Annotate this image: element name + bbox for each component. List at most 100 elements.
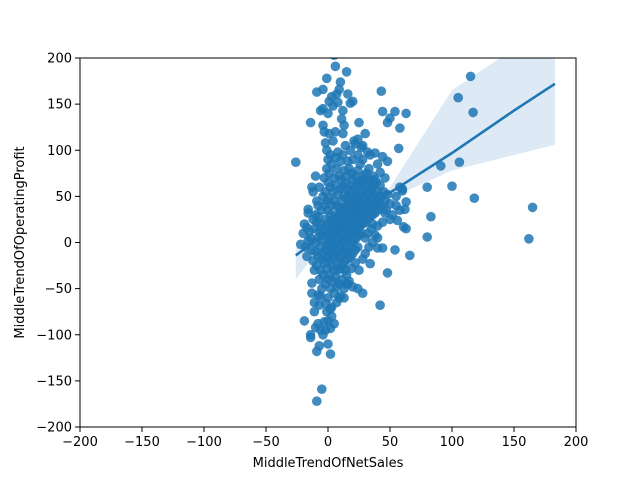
- data-point: [338, 128, 348, 139]
- data-point: [447, 181, 457, 191]
- data-point: [345, 145, 356, 156]
- data-point: [323, 339, 333, 349]
- data-point: [305, 332, 316, 343]
- data-point: [323, 108, 333, 119]
- data-point: [524, 234, 534, 244]
- data-point: [401, 108, 411, 119]
- data-point: [469, 193, 480, 203]
- data-point: [372, 159, 383, 169]
- data-point: [390, 106, 400, 117]
- data-point: [322, 73, 332, 84]
- data-point: [320, 138, 331, 148]
- data-point: [354, 265, 364, 276]
- x-tick-label: 100: [440, 435, 465, 450]
- scatter-points-layer: [291, 58, 538, 407]
- data-point: [377, 243, 388, 253]
- data-point: [348, 96, 358, 107]
- y-tick-label: −200: [36, 421, 72, 436]
- data-point: [401, 223, 411, 234]
- y-axis-ticks: −200 −150 −100 −50 0 50 100 150 200: [36, 52, 80, 436]
- data-point: [314, 341, 325, 351]
- y-tick-label: 200: [47, 52, 72, 67]
- data-point: [372, 233, 383, 243]
- y-axis-label: MiddleTrendOfOperatingProfit: [13, 146, 28, 338]
- data-point: [362, 147, 373, 157]
- y-tick-label: −150: [36, 374, 72, 389]
- data-point: [387, 210, 398, 220]
- data-point: [370, 148, 380, 158]
- data-point: [364, 163, 374, 174]
- data-point: [453, 92, 464, 103]
- y-tick-label: −50: [45, 282, 72, 297]
- x-axis-label: MiddleTrendOfNetSales: [253, 456, 404, 471]
- y-tick-label: 50: [55, 190, 72, 205]
- y-tick-label: −100: [36, 328, 72, 343]
- data-point: [325, 349, 336, 359]
- data-point: [333, 97, 343, 108]
- data-point: [309, 306, 320, 317]
- data-point: [298, 228, 309, 239]
- data-point: [436, 161, 446, 171]
- data-point: [344, 276, 354, 287]
- x-tick-label: 150: [502, 435, 527, 450]
- data-point: [318, 84, 328, 95]
- data-point: [385, 113, 395, 123]
- data-point: [353, 242, 363, 252]
- data-point: [401, 197, 411, 207]
- data-point: [468, 107, 478, 118]
- data-point: [405, 250, 415, 261]
- data-point: [377, 217, 388, 227]
- x-tick-label: −150: [124, 435, 160, 450]
- data-point: [375, 300, 385, 311]
- data-point: [331, 163, 342, 174]
- data-point: [353, 150, 363, 160]
- data-point: [426, 211, 436, 222]
- data-point: [315, 291, 326, 301]
- data-point: [310, 171, 321, 181]
- data-point: [339, 293, 349, 303]
- data-point: [454, 157, 465, 167]
- data-point: [330, 58, 339, 60]
- data-point: [338, 105, 348, 116]
- data-point: [325, 304, 336, 314]
- data-point: [354, 117, 364, 128]
- data-point: [295, 239, 306, 250]
- y-tick-label: 0: [64, 236, 72, 251]
- data-point: [422, 232, 433, 242]
- data-point: [380, 173, 390, 183]
- data-point: [307, 278, 317, 288]
- data-point: [465, 71, 476, 82]
- data-point: [330, 61, 341, 72]
- data-point: [343, 89, 353, 99]
- x-tick-label: −200: [62, 435, 98, 450]
- data-point: [302, 251, 312, 262]
- data-point: [393, 143, 404, 154]
- data-point: [382, 268, 393, 278]
- data-point: [422, 182, 433, 192]
- data-point: [341, 67, 352, 77]
- data-point: [350, 258, 361, 268]
- data-point: [339, 120, 349, 131]
- data-point: [307, 288, 317, 299]
- y-tick-label: 150: [47, 98, 72, 113]
- data-point: [360, 128, 371, 139]
- x-axis-ticks: −200 −150 −100 −50 0 50 100 150 200: [62, 427, 588, 450]
- data-point: [391, 191, 402, 202]
- data-point: [299, 316, 310, 326]
- x-tick-label: 200: [564, 435, 589, 450]
- data-point: [382, 156, 393, 167]
- data-point: [312, 396, 322, 407]
- data-point: [395, 123, 405, 133]
- data-point: [291, 157, 301, 167]
- data-point: [328, 136, 338, 146]
- regression-line-layer: [294, 82, 556, 257]
- data-point: [357, 140, 368, 151]
- data-point: [330, 127, 341, 137]
- data-point: [317, 384, 327, 395]
- data-point: [305, 117, 316, 128]
- y-tick-label: 100: [47, 144, 72, 159]
- data-point: [335, 77, 346, 87]
- data-point: [376, 86, 387, 96]
- data-point: [390, 245, 400, 255]
